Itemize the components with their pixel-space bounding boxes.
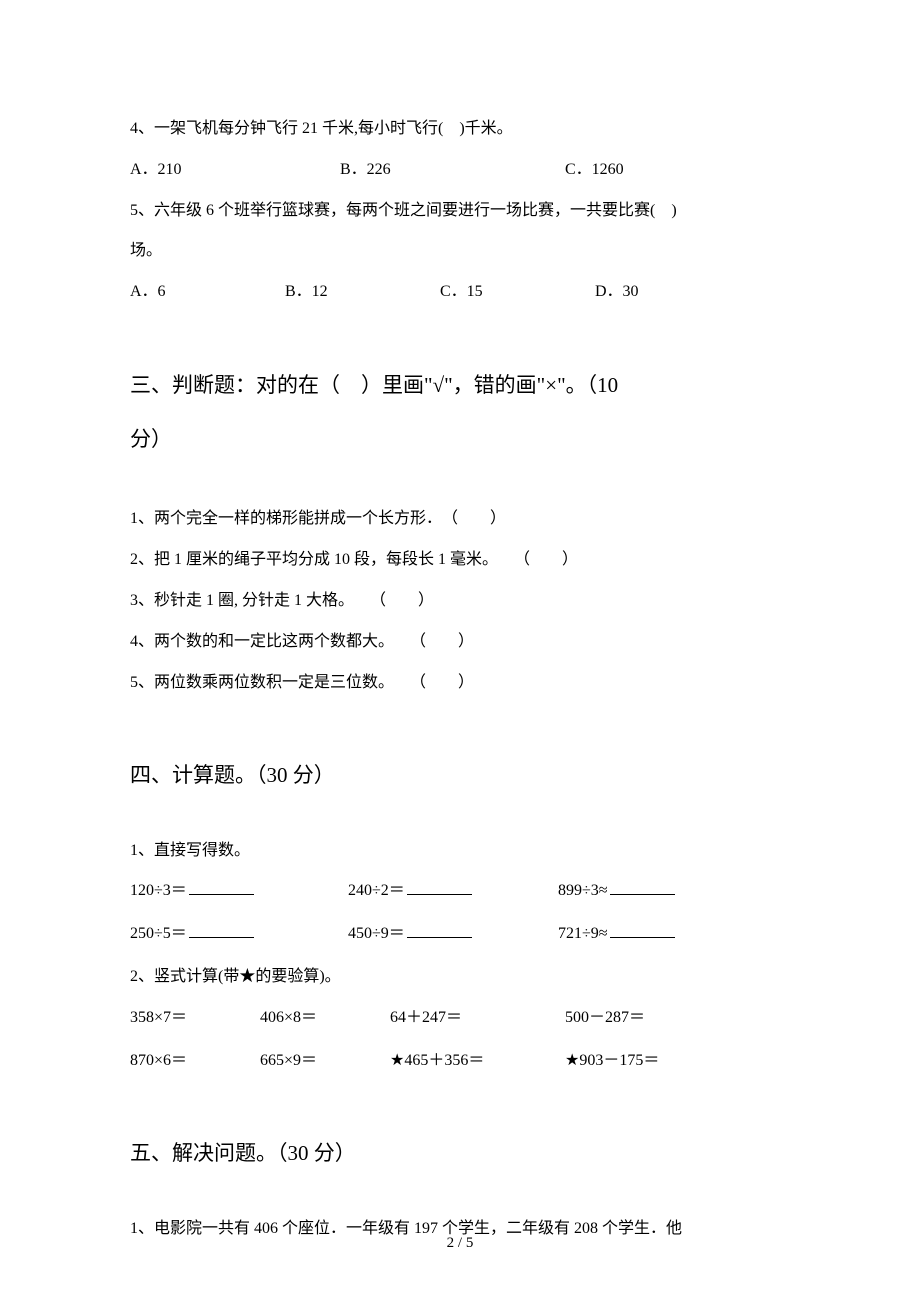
calc-r2a: 250÷5＝	[130, 920, 348, 949]
calc-r1b: 240÷2＝	[348, 877, 558, 906]
section4-title: 四、计算题。（30 分）	[130, 752, 790, 798]
q5-choices: A．6 B．12 C．15 D．30	[130, 278, 790, 307]
section4-row2: 250÷5＝ 450÷9＝ 721÷9≈	[130, 920, 790, 949]
calc-r1c-text: 899÷3≈	[558, 877, 608, 906]
vcalc-r1c: 64＋247＝	[390, 1004, 565, 1033]
vcalc-r2d: ★903－175＝	[565, 1047, 659, 1076]
q4-choice-c: C．1260	[565, 156, 624, 185]
calc-r2a-text: 250÷5＝	[130, 920, 187, 949]
section3-q2: 2、把 1 厘米的绳子平均分成 10 段，每段长 1 毫米。 （ ）	[130, 546, 790, 575]
section4-vrow1: 358×7＝ 406×8＝ 64＋247＝ 500－287＝	[130, 1004, 790, 1033]
q4-choices: A．210 B．226 C．1260	[130, 156, 790, 185]
q4-choice-a: A．210	[130, 156, 340, 185]
calc-r2b: 450÷9＝	[348, 920, 558, 949]
blank	[610, 922, 675, 938]
q4-text: 4、一架飞机每分钟飞行 21 千米,每小时飞行( )千米。	[130, 115, 790, 144]
calc-r2c: 721÷9≈	[558, 920, 675, 949]
calc-r1c: 899÷3≈	[558, 877, 675, 906]
blank	[189, 879, 254, 895]
vcalc-r2c: ★465＋356＝	[390, 1047, 565, 1076]
section3-q4: 4、两个数的和一定比这两个数都大。 （ ）	[130, 628, 790, 657]
q4-choice-b: B．226	[340, 156, 565, 185]
q5-text-line1: 5、六年级 6 个班举行篮球赛，每两个班之间要进行一场比赛，一共要比赛( )	[130, 197, 790, 226]
vcalc-r1a: 358×7＝	[130, 1004, 260, 1033]
section4-vrow2: 870×6＝ 665×9＝ ★465＋356＝ ★903－175＝	[130, 1047, 790, 1076]
section3-title-line2: 分）	[130, 416, 790, 462]
section4-sub2-label: 2、竖式计算(带★的要验算)。	[130, 963, 790, 992]
section5-title: 五、解决问题。（30 分）	[130, 1130, 790, 1176]
vcalc-r2a: 870×6＝	[130, 1047, 260, 1076]
q5-choice-d: D．30	[595, 278, 639, 307]
blank	[189, 922, 254, 938]
calc-r2c-text: 721÷9≈	[558, 920, 608, 949]
section3-q5: 5、两位数乘两位数积一定是三位数。 （ ）	[130, 669, 790, 698]
calc-r1a-text: 120÷3＝	[130, 877, 187, 906]
blank	[407, 879, 472, 895]
section3-q1: 1、两个完全一样的梯形能拼成一个长方形． （ ）	[130, 505, 790, 534]
section4-row1: 120÷3＝ 240÷2＝ 899÷3≈	[130, 877, 790, 906]
q5-choice-a: A．6	[130, 278, 285, 307]
q5-text-line2: 场。	[130, 237, 790, 266]
calc-r1b-text: 240÷2＝	[348, 877, 405, 906]
calc-r2b-text: 450÷9＝	[348, 920, 405, 949]
vcalc-r1d: 500－287＝	[565, 1004, 645, 1033]
vcalc-r2b: 665×9＝	[260, 1047, 390, 1076]
q5-choice-b: B．12	[285, 278, 440, 307]
q5-choice-c: C．15	[440, 278, 595, 307]
section3-title-line1: 三、判断题：对的在（ ）里画"√"，错的画"×"。（10	[130, 362, 790, 408]
section4-sub1-label: 1、直接写得数。	[130, 837, 790, 866]
calc-r1a: 120÷3＝	[130, 877, 348, 906]
page-footer: 2 / 5	[0, 1235, 920, 1252]
blank	[610, 879, 675, 895]
vcalc-r1b: 406×8＝	[260, 1004, 390, 1033]
section3-q3: 3、秒针走 1 圈, 分针走 1 大格。 （ ）	[130, 587, 790, 616]
blank	[407, 922, 472, 938]
